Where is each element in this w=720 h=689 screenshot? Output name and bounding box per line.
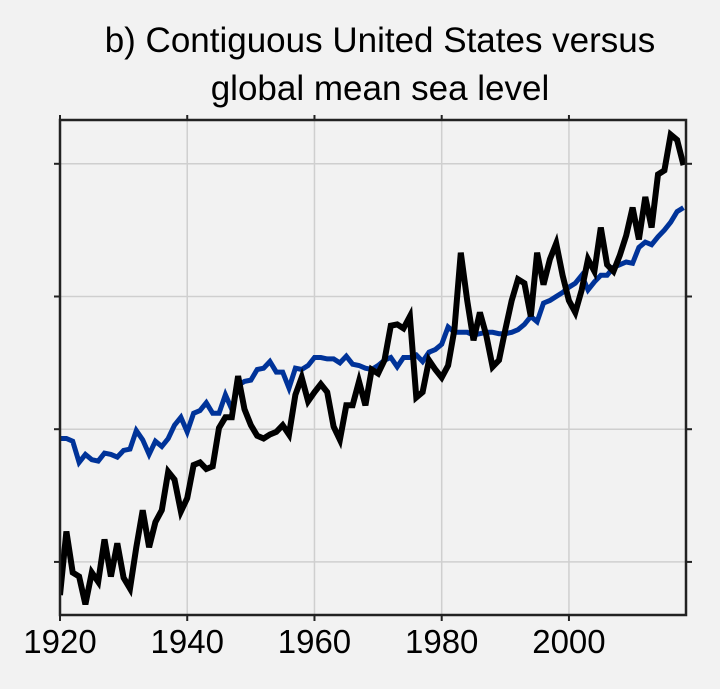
x-axis: 1920 1940 1960 1980 2000 xyxy=(23,623,605,660)
x-tick-label: 1960 xyxy=(278,623,351,660)
chart-title-line-1: b) Contiguous United States versus xyxy=(105,21,656,60)
x-tick-label: 1940 xyxy=(151,623,224,660)
axes-frame xyxy=(54,115,692,621)
plot-border xyxy=(58,118,688,617)
series-line-contiguous-united-states xyxy=(60,128,686,606)
series-lines xyxy=(60,128,686,606)
x-tick-label: 1920 xyxy=(23,623,96,660)
chart-title-line-2: global mean sea level xyxy=(211,69,550,108)
x-tick-label: 1980 xyxy=(405,623,478,660)
x-tick-label: 2000 xyxy=(532,623,605,660)
